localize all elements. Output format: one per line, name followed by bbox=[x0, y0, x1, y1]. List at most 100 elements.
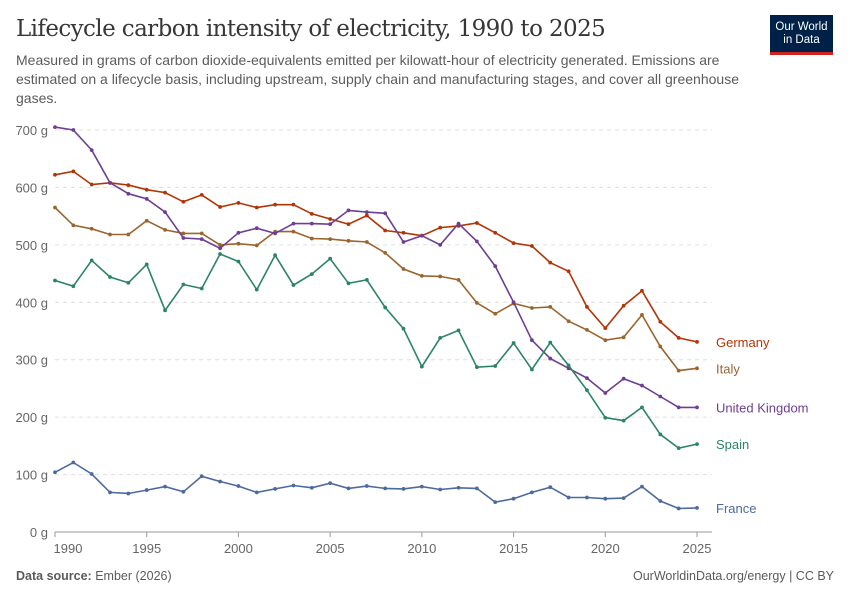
data-point bbox=[273, 487, 278, 491]
data-point bbox=[53, 205, 57, 210]
data-point bbox=[89, 258, 94, 263]
data-point bbox=[401, 240, 406, 244]
data-source-link[interactable]: Ember (2026) bbox=[95, 569, 172, 583]
data-point bbox=[658, 499, 663, 503]
data-point bbox=[383, 305, 388, 310]
footer-license[interactable]: OurWorldinData.org/energy | CC BY bbox=[632, 569, 834, 583]
data-point bbox=[89, 472, 94, 476]
data-point bbox=[511, 496, 516, 501]
data-point bbox=[163, 308, 167, 313]
x-tick-label: 1990 bbox=[54, 541, 83, 556]
data-point bbox=[328, 481, 333, 486]
data-point bbox=[236, 484, 241, 488]
data-point bbox=[676, 335, 681, 340]
data-point bbox=[383, 250, 388, 255]
data-point bbox=[236, 241, 241, 246]
x-tick-label: 2005 bbox=[316, 541, 345, 556]
data-point bbox=[254, 205, 259, 210]
owid-logo[interactable]: Our World in Data bbox=[770, 15, 833, 55]
data-point bbox=[548, 304, 553, 309]
data-point bbox=[511, 341, 516, 345]
data-point bbox=[126, 183, 131, 188]
data-point bbox=[199, 231, 204, 236]
data-point bbox=[548, 340, 553, 345]
data-point bbox=[456, 277, 461, 282]
y-tick-label: 200 g bbox=[15, 410, 48, 425]
data-point bbox=[364, 277, 369, 282]
data-point bbox=[530, 244, 534, 248]
data-point bbox=[273, 253, 278, 258]
data-point bbox=[291, 202, 296, 207]
data-point bbox=[126, 491, 131, 496]
data-point bbox=[126, 191, 131, 196]
data-point bbox=[181, 489, 186, 494]
data-point bbox=[474, 221, 479, 225]
data-point bbox=[474, 486, 479, 491]
data-point bbox=[511, 300, 516, 305]
y-tick-label: 100 g bbox=[15, 468, 48, 483]
data-point bbox=[438, 335, 443, 340]
data-point bbox=[199, 286, 204, 291]
data-point bbox=[419, 364, 424, 369]
data-point bbox=[181, 231, 186, 236]
data-point bbox=[53, 278, 57, 283]
data-point bbox=[364, 210, 369, 215]
data-point bbox=[291, 221, 296, 226]
data-point bbox=[199, 474, 204, 479]
data-point bbox=[309, 236, 314, 241]
data-point bbox=[658, 394, 663, 399]
data-point bbox=[291, 283, 296, 287]
data-point bbox=[291, 483, 296, 488]
series-line-france bbox=[54, 461, 698, 510]
data-point bbox=[419, 233, 424, 238]
series-label: Italy bbox=[716, 361, 740, 376]
chart-title: Lifecycle carbon intensity of electricit… bbox=[16, 16, 606, 42]
x-tick-label: 1995 bbox=[132, 541, 161, 556]
y-tick-label: 600 g bbox=[15, 180, 48, 195]
data-point bbox=[493, 364, 498, 368]
data-point bbox=[346, 208, 351, 213]
data-point bbox=[309, 221, 314, 226]
data-point bbox=[328, 237, 333, 242]
data-point bbox=[291, 229, 296, 234]
data-point bbox=[71, 169, 76, 174]
data-point bbox=[585, 376, 589, 380]
data-point bbox=[676, 446, 681, 451]
data-point bbox=[621, 335, 626, 340]
data-point bbox=[548, 356, 553, 361]
data-point bbox=[108, 180, 112, 185]
data-point bbox=[695, 340, 699, 344]
data-point bbox=[364, 240, 369, 244]
data-point bbox=[493, 230, 498, 235]
data-point bbox=[585, 304, 589, 309]
data-point bbox=[71, 223, 76, 228]
data-point bbox=[603, 415, 608, 420]
series-label: United Kingdom bbox=[716, 400, 809, 415]
data-point bbox=[309, 272, 314, 277]
data-point bbox=[108, 490, 112, 495]
data-point bbox=[163, 210, 167, 215]
data-point bbox=[364, 213, 369, 218]
data-source: Data source: Ember (2026) bbox=[16, 569, 172, 583]
data-point bbox=[144, 197, 149, 201]
data-point bbox=[254, 226, 259, 231]
data-point bbox=[640, 383, 644, 388]
data-point bbox=[254, 490, 259, 495]
data-point bbox=[640, 288, 644, 293]
series-line-spain bbox=[54, 252, 698, 450]
data-point bbox=[218, 205, 222, 209]
data-point bbox=[530, 490, 534, 495]
data-point bbox=[144, 262, 149, 267]
data-point bbox=[585, 495, 589, 500]
data-point bbox=[640, 405, 644, 410]
x-tick-label: 2010 bbox=[407, 541, 436, 556]
series-line-italy bbox=[54, 206, 698, 372]
data-point bbox=[603, 391, 608, 395]
data-point bbox=[456, 328, 461, 333]
data-point bbox=[438, 487, 443, 492]
y-tick-label: 300 g bbox=[15, 353, 48, 368]
data-point bbox=[126, 280, 131, 285]
data-point bbox=[346, 486, 351, 491]
data-point bbox=[89, 182, 94, 187]
logo-line-2: in Data bbox=[783, 33, 820, 46]
